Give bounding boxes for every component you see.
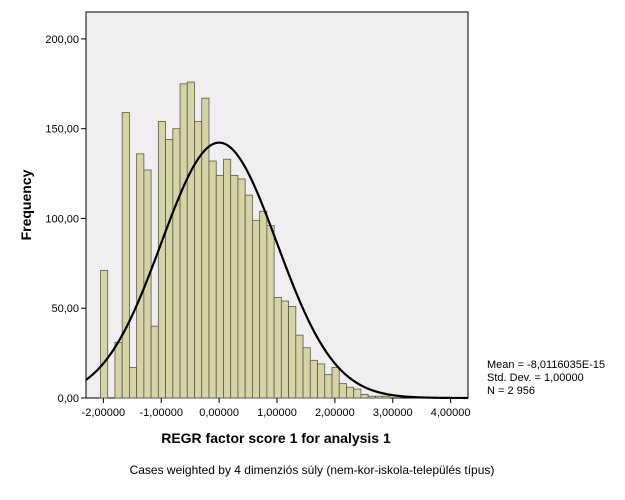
histogram-bar <box>324 374 333 399</box>
histogram-bar <box>215 174 224 399</box>
histogram-bar <box>338 383 347 399</box>
histogram-bar <box>201 97 210 399</box>
y-tick-label: 100,00 <box>45 213 79 225</box>
normal-curve <box>85 141 469 400</box>
histogram-bar <box>367 395 376 399</box>
histogram-bar <box>331 367 340 399</box>
stats-mean: Mean = -8,0116035E-15 <box>487 359 605 371</box>
histogram-bar <box>114 341 123 399</box>
histogram-bar <box>360 394 369 399</box>
histogram-bar <box>136 153 145 399</box>
histogram-bar <box>143 169 152 399</box>
x-axis: -2,00000 -1,00000 0,00000 1,00000 2,00000 3,0… <box>82 398 471 419</box>
histogram-bar <box>280 300 289 399</box>
histogram-bar <box>150 325 159 399</box>
histogram-bar <box>157 121 166 399</box>
y-axis: 0,00 50,00 100,00 150,00 200,00 <box>45 34 86 405</box>
histogram-bar <box>346 386 355 399</box>
histogram-bar <box>100 270 109 399</box>
x-tick-label: 0,00000 <box>199 407 239 419</box>
y-tick-label: 0,00 <box>58 393 79 405</box>
histogram-bar <box>266 225 275 399</box>
stats-box: Mean = -8,0116035E-15 Std. Dev. = 1,0000… <box>487 359 605 397</box>
x-axis-title: REGR factor score 1 for analysis 1 <box>161 430 391 446</box>
y-axis-title: Frequency <box>18 169 34 240</box>
x-tick-label: 1,00000 <box>257 407 297 419</box>
histogram-bar <box>186 81 195 399</box>
histogram-bar <box>302 347 311 399</box>
histogram-bar <box>309 359 318 399</box>
y-tick-label: 50,00 <box>51 303 79 315</box>
histogram-bar <box>252 219 261 399</box>
histogram-bar <box>208 160 217 399</box>
histogram-bar <box>165 139 174 399</box>
histogram-bar <box>223 158 232 399</box>
histogram-bar <box>273 297 282 399</box>
x-tick-label: 2,00000 <box>315 407 355 419</box>
x-tick-label: -2,00000 <box>82 407 125 419</box>
stats-n: N = 2 956 <box>487 385 535 397</box>
histogram-bar <box>244 194 253 399</box>
histogram-bar <box>259 210 268 399</box>
x-tick-label: 4,00000 <box>431 407 471 419</box>
histogram-bar <box>179 83 188 399</box>
histogram-bar <box>230 174 239 399</box>
stats-std-dev: Std. Dev. = 1,00000 <box>487 372 584 384</box>
x-tick-label: 3,00000 <box>373 407 413 419</box>
histogram-bar <box>295 334 304 399</box>
histogram-bars <box>100 81 391 399</box>
histogram-bar <box>172 128 181 399</box>
histogram-bar <box>237 178 246 399</box>
histogram-bar <box>121 112 130 399</box>
y-tick-label: 150,00 <box>45 124 79 136</box>
histogram-bar <box>382 395 391 399</box>
histogram-bar <box>317 363 326 399</box>
x-tick-label: -1,00000 <box>140 407 183 419</box>
histogram-bar <box>129 367 138 399</box>
histogram-bar <box>288 306 297 399</box>
y-tick-label: 200,00 <box>45 34 79 46</box>
caption: Cases weighted by 4 dimenziós súly (nem-… <box>130 463 495 477</box>
histogram-bar <box>353 388 362 399</box>
histogram-bar <box>374 395 384 399</box>
